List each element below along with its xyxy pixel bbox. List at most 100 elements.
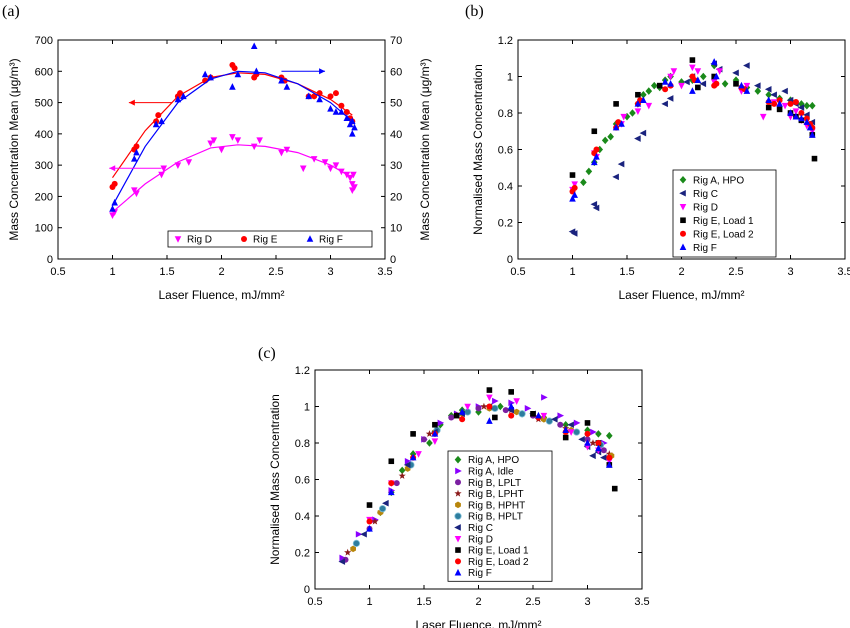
data-point: [508, 399, 515, 407]
data-point: [351, 123, 358, 131]
data-point: [492, 414, 498, 421]
data-point: [607, 132, 614, 141]
data-point: [694, 76, 702, 83]
y-axis-title: Normalised Mass Concentration: [268, 394, 282, 565]
data-point: [694, 68, 702, 75]
data-point: [250, 42, 258, 50]
data-point: [803, 118, 811, 125]
data-point: [593, 146, 600, 153]
data-point: [620, 113, 628, 121]
data-point: [410, 431, 416, 437]
data-point: [584, 420, 591, 426]
y2-tick-label: 20: [390, 191, 402, 203]
data-point: [253, 67, 260, 75]
y-axis-title: Mass Concentration Mean (μg/m³): [7, 58, 21, 240]
y-tick-label: 1: [507, 72, 513, 84]
data-point: [765, 90, 772, 99]
legend-marker: [679, 189, 686, 197]
y-tick-label: 600: [35, 66, 53, 78]
data-point: [678, 82, 685, 90]
data-point: [711, 73, 717, 80]
data-point: [398, 466, 406, 475]
data-point: [640, 90, 647, 99]
data-point: [618, 120, 625, 127]
data-point: [569, 172, 576, 178]
data-point: [600, 447, 607, 454]
x-tick-label: 3.5: [377, 266, 392, 278]
legend-label: Rig C: [693, 189, 718, 200]
data-point: [404, 457, 412, 465]
legend-label: Rig F: [319, 235, 343, 246]
data-point: [185, 159, 193, 166]
data-point: [595, 444, 602, 452]
data-point: [743, 62, 750, 69]
data-point: [174, 95, 182, 103]
data-point: [792, 112, 800, 120]
legend-marker: [679, 203, 687, 211]
data-point: [589, 439, 597, 447]
legend-marker: [454, 489, 462, 497]
data-point: [589, 452, 596, 460]
legend-label: Rig D: [468, 534, 493, 545]
data-point: [689, 64, 696, 72]
data-point: [305, 92, 312, 100]
legend-label: Rig E, Load 1: [468, 546, 529, 557]
data-point: [738, 81, 745, 89]
legend-box: [447, 450, 553, 582]
data-point: [606, 461, 613, 468]
data-point: [338, 558, 346, 565]
data-point: [765, 104, 772, 111]
data-point: [133, 148, 140, 156]
plot-area: [109, 42, 358, 219]
data-point: [497, 402, 504, 411]
data-point: [344, 548, 352, 556]
y2-axis-title: Mass Concentration Mean (μg/m³): [418, 58, 432, 240]
data-point: [355, 530, 363, 538]
x-tick-label: 2.5: [268, 266, 283, 278]
data-point: [278, 76, 285, 84]
data-point: [661, 78, 669, 85]
legend-box: [672, 169, 777, 258]
data-point: [475, 408, 482, 416]
data-point: [524, 405, 532, 412]
data-point: [596, 145, 604, 154]
y-axis-title: Normalised Mass Concentration: [471, 64, 485, 235]
y-tick-label: 0.6: [295, 475, 310, 487]
data-point: [578, 436, 585, 443]
chart-a: 0.5 1 1.5 2 2.5 3 3.50100200300400500600700010…: [7, 35, 432, 302]
data-point: [571, 184, 578, 191]
x-tick-label: 3.5: [837, 266, 850, 278]
data-point: [459, 416, 466, 423]
y-tick-label: 300: [35, 160, 53, 172]
annotation-arrow: [128, 99, 173, 106]
data-point: [513, 408, 520, 416]
y-tick-label: 0.4: [498, 181, 513, 193]
legend-marker: [454, 524, 461, 531]
data-point: [689, 57, 696, 63]
data-point: [645, 87, 653, 95]
legend-label: Rig E, Load 2: [693, 229, 754, 240]
data-point: [409, 453, 417, 461]
y-tick-label: 700: [35, 35, 53, 47]
arrow-head: [109, 165, 116, 172]
x-tick-label: 0.5: [50, 266, 65, 278]
data-point: [584, 430, 591, 437]
data-point: [343, 108, 350, 115]
legend-marker: [306, 235, 314, 242]
data-point: [155, 112, 162, 119]
panel-label-a: (a): [2, 3, 20, 20]
y2-tick-label: 10: [390, 223, 402, 235]
y-tick-label: 0.6: [498, 145, 513, 157]
data-point: [605, 450, 613, 457]
arrow-head: [128, 99, 135, 106]
data-point: [683, 78, 690, 86]
data-point: [667, 80, 674, 87]
data-point: [635, 91, 641, 98]
legend-marker: [455, 501, 461, 509]
data-point: [640, 96, 647, 104]
legend-label: Rig F: [693, 243, 717, 254]
data-point: [710, 58, 718, 65]
data-point: [803, 101, 811, 110]
legend-label: Rig E, Load 1: [693, 216, 754, 227]
data-point: [606, 454, 613, 461]
